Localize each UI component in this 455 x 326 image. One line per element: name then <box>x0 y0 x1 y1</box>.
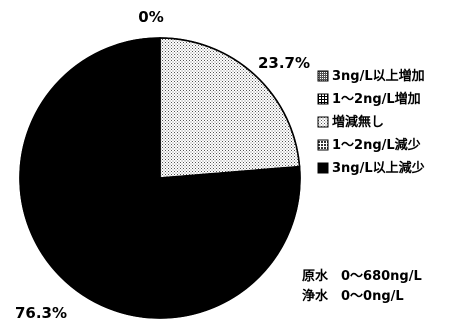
legend-swatch-3 <box>317 139 329 151</box>
legend-swatch-1 <box>317 93 329 105</box>
pie-slices <box>19 37 301 319</box>
legend-swatch-4 <box>317 162 329 174</box>
legend-label-2: 増減無し <box>332 114 384 130</box>
legend-swatch-2 <box>317 116 329 128</box>
pie-outline <box>19 37 301 319</box>
legend-label-1: 1～2ng/L増加 <box>332 91 421 107</box>
annotation-raw-water: 原水 0～680ng/L <box>302 268 422 284</box>
legend-swatch-0 <box>317 70 329 82</box>
legend-label-3: 1～2ng/L減少 <box>332 137 421 153</box>
slice-label-decrease-3ng: 76.3% <box>15 304 67 322</box>
legend-label-4: 3ng/L以上減少 <box>332 160 425 176</box>
legend-label-0: 3ng/L以上増加 <box>332 68 425 84</box>
annotation-treated-water: 浄水 0～0ng/L <box>302 288 404 304</box>
slice-label-0-percent: 0% <box>138 8 163 26</box>
slice-label-no-change: 23.7% <box>258 54 310 72</box>
